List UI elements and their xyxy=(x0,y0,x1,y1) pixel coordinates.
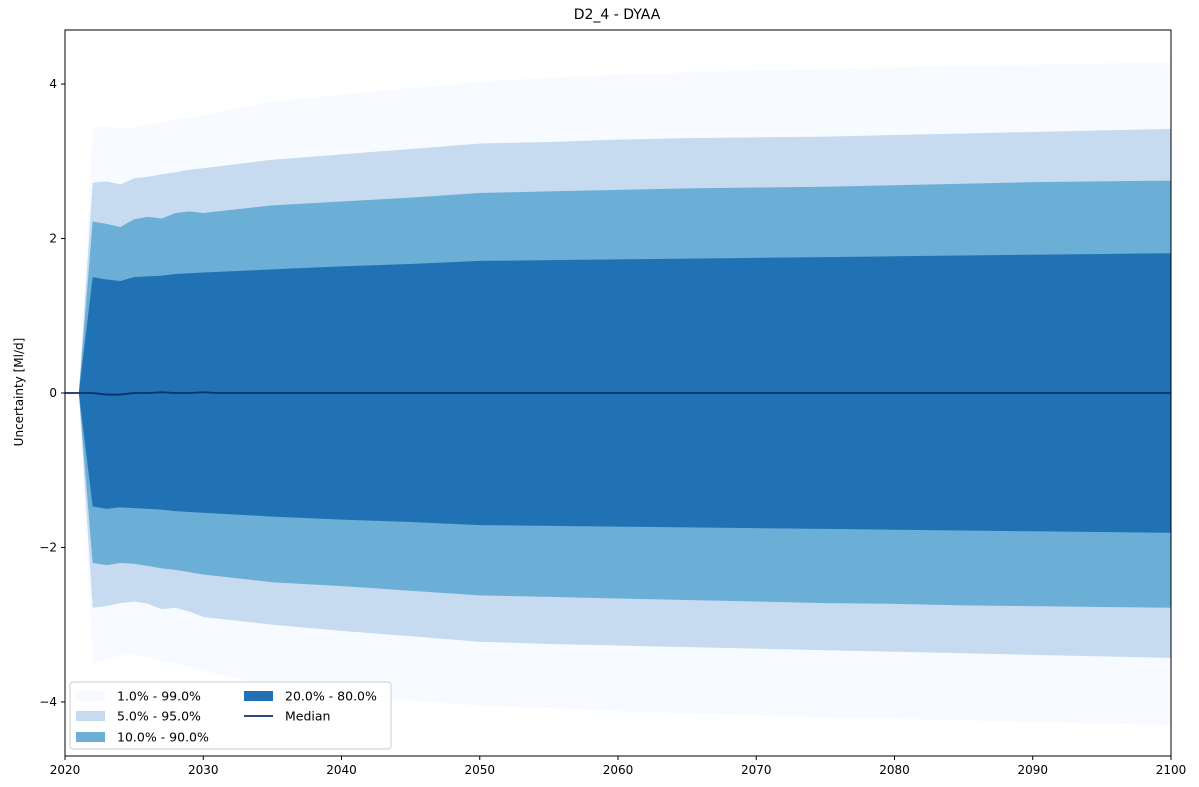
plot-area: 2020 2030 2040 2050 2060 2070 2080 2090 2100 −4 −2… xyxy=(39,29,1187,777)
legend-swatch xyxy=(76,711,105,721)
legend-label: 5.0% - 95.0% xyxy=(117,709,201,724)
x-tick-label: 2070 xyxy=(741,763,772,777)
y-tick-label: −2 xyxy=(39,540,57,554)
y-axis-label: Uncertainty [Ml/d] xyxy=(12,338,26,447)
x-tick-label: 2080 xyxy=(879,763,910,777)
y-tick-label: 2 xyxy=(49,232,57,246)
legend-label: 1.0% - 99.0% xyxy=(117,689,201,704)
median-line xyxy=(65,391,1171,396)
legend-swatch xyxy=(244,691,273,701)
x-tick-label: 2020 xyxy=(50,763,81,777)
legend-swatch xyxy=(76,732,105,742)
legend-label: Median xyxy=(285,709,330,724)
legend-swatch xyxy=(76,691,105,701)
y-tick-label: 0 xyxy=(49,386,57,400)
x-tick-label: 2050 xyxy=(464,763,495,777)
x-tick-label: 2060 xyxy=(603,763,634,777)
x-tick-label: 2040 xyxy=(326,763,357,777)
x-tick-label: 2090 xyxy=(1017,763,1048,777)
legend-box xyxy=(69,681,392,750)
x-tick-label: 2030 xyxy=(188,763,219,777)
legend: 1.0% - 99.0% 5.0% - 95.0% 10.0% - 90.0% 20.… xyxy=(69,681,392,750)
chart-title: D2_4 - DYAA xyxy=(574,7,661,23)
y-tick-label: 4 xyxy=(49,77,57,91)
y-tick-label: −4 xyxy=(39,695,57,709)
legend-label: 20.0% - 80.0% xyxy=(285,689,377,704)
legend-label: 10.0% - 90.0% xyxy=(117,730,209,745)
x-tick-label: 2100 xyxy=(1156,763,1187,777)
series-group xyxy=(65,62,1171,726)
